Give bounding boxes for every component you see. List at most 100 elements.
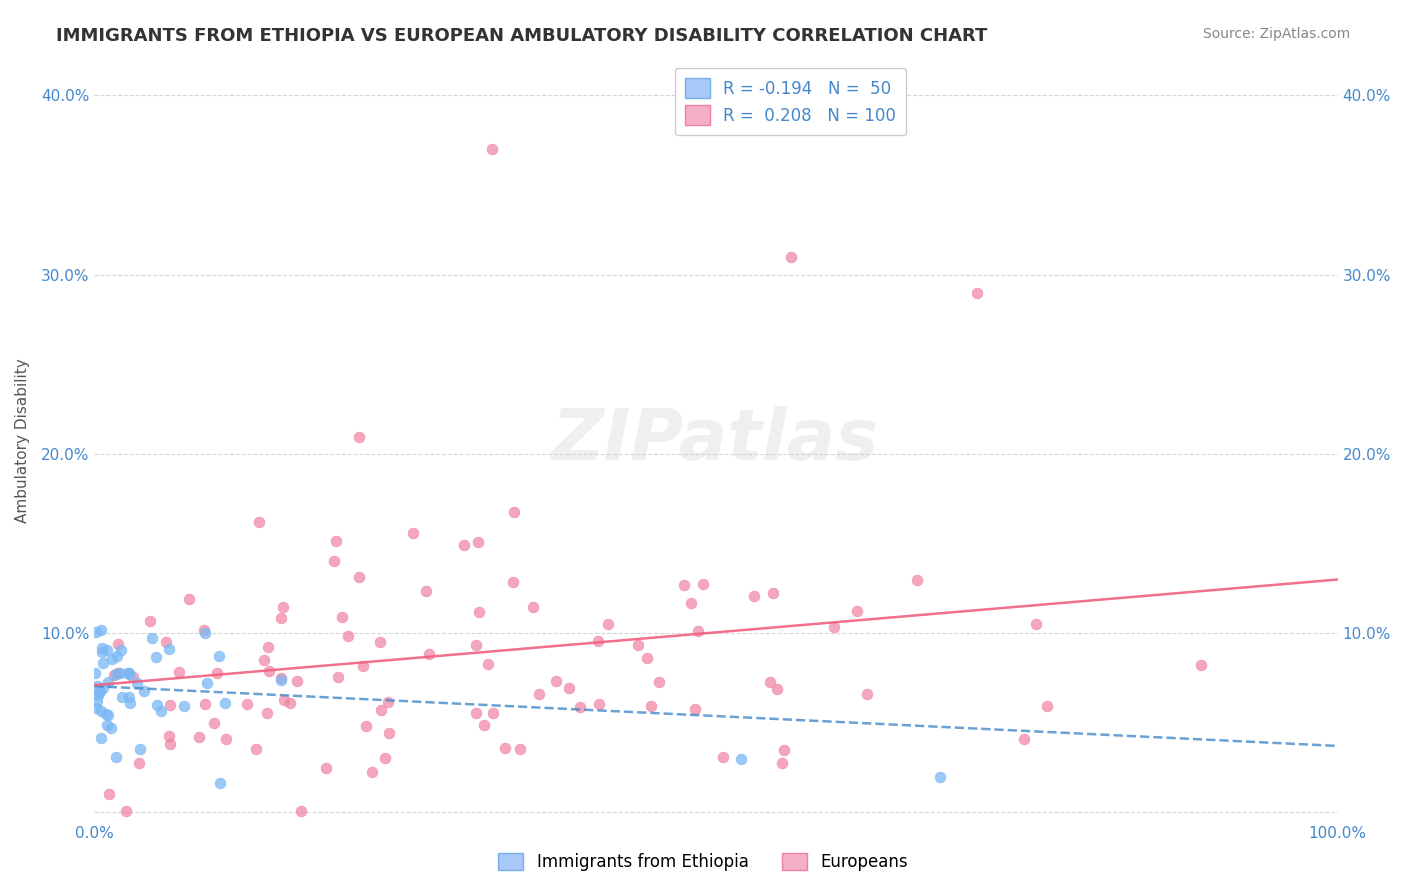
Point	[823, 620, 845, 634]
Point	[855, 687, 877, 701]
Point	[494, 741, 516, 756]
Point	[202, 715, 225, 730]
Point	[681, 596, 703, 610]
Point	[145, 698, 167, 712]
Point	[86, 679, 108, 693]
Point	[118, 696, 141, 710]
Point	[270, 671, 292, 685]
Point	[87, 689, 110, 703]
Point	[90, 704, 112, 718]
Point	[361, 764, 384, 779]
Point	[108, 665, 131, 680]
Point	[257, 664, 280, 678]
Point	[588, 633, 610, 648]
Point	[522, 600, 544, 615]
Point	[96, 643, 118, 657]
Point	[370, 704, 392, 718]
Point	[337, 629, 360, 643]
Point	[325, 533, 347, 548]
Point	[159, 642, 181, 657]
Point	[103, 668, 125, 682]
Point	[247, 515, 270, 529]
Point	[465, 706, 488, 720]
Point	[759, 674, 782, 689]
Point	[127, 676, 149, 690]
Point	[673, 578, 696, 592]
Point	[253, 653, 276, 667]
Point	[236, 697, 259, 711]
Point	[195, 675, 218, 690]
Point	[692, 577, 714, 591]
Point	[141, 631, 163, 645]
Point	[467, 534, 489, 549]
Text: IMMIGRANTS FROM ETHIOPIA VS EUROPEAN AMBULATORY DISABILITY CORRELATION CHART: IMMIGRANTS FROM ETHIOPIA VS EUROPEAN AMB…	[56, 27, 987, 45]
Point	[93, 656, 115, 670]
Point	[97, 708, 120, 723]
Point	[770, 756, 793, 770]
Point	[711, 749, 734, 764]
Point	[402, 526, 425, 541]
Point	[159, 737, 181, 751]
Point	[89, 686, 111, 700]
Point	[118, 666, 141, 681]
Point	[377, 695, 399, 709]
Point	[1012, 732, 1035, 747]
Point	[347, 430, 370, 444]
Point	[117, 665, 139, 680]
Point	[84, 701, 107, 715]
Point	[111, 690, 134, 704]
Point	[97, 675, 120, 690]
Point	[86, 694, 108, 708]
Point	[105, 649, 128, 664]
Point	[188, 730, 211, 744]
Text: Source: ZipAtlas.com: Source: ZipAtlas.com	[1202, 27, 1350, 41]
Point	[150, 704, 173, 718]
Point	[765, 681, 787, 696]
Point	[138, 615, 160, 629]
Point	[502, 505, 524, 519]
Point	[91, 644, 114, 658]
Point	[214, 732, 236, 747]
Point	[90, 731, 112, 745]
Point	[1189, 658, 1212, 673]
Point	[330, 610, 353, 624]
Point	[762, 586, 785, 600]
Point	[84, 624, 107, 639]
Point	[467, 605, 489, 619]
Point	[193, 623, 215, 637]
Y-axis label: Ambulatory Disability: Ambulatory Disability	[15, 359, 30, 523]
Point	[194, 697, 217, 711]
Point	[91, 681, 114, 695]
Point	[640, 699, 662, 714]
Point	[481, 142, 503, 156]
Point	[1025, 617, 1047, 632]
Point	[89, 684, 111, 698]
Point	[278, 696, 301, 710]
Point	[569, 700, 592, 714]
Point	[928, 770, 950, 784]
Point	[966, 285, 988, 300]
Point	[596, 617, 619, 632]
Point	[208, 649, 231, 664]
Point	[627, 638, 650, 652]
Point	[290, 804, 312, 818]
Point	[453, 538, 475, 552]
Point	[271, 600, 294, 615]
Point	[742, 589, 765, 603]
Point	[378, 726, 401, 740]
Point	[270, 673, 292, 687]
Point	[418, 647, 440, 661]
Point	[683, 701, 706, 715]
Point	[558, 681, 581, 695]
Point	[273, 693, 295, 707]
Point	[846, 604, 869, 618]
Point	[167, 665, 190, 680]
Point	[245, 742, 267, 756]
Point	[374, 751, 396, 765]
Point	[477, 657, 499, 671]
Point	[529, 687, 551, 701]
Point	[209, 776, 232, 790]
Point	[323, 554, 346, 568]
Point	[122, 670, 145, 684]
Legend: R = -0.194   N =  50, R =  0.208   N = 100: R = -0.194 N = 50, R = 0.208 N = 100	[675, 68, 907, 136]
